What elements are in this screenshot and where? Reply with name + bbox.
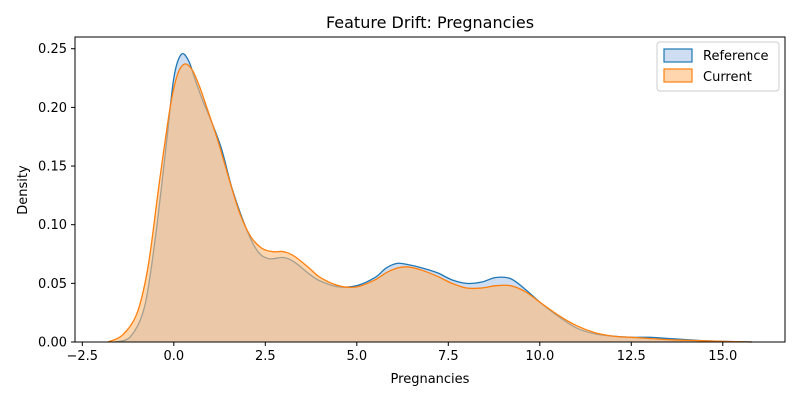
y-axis-label: Density [16,165,31,215]
y-tick-label: 0.00 [38,336,67,351]
y-tick-label: 0.20 [38,101,67,116]
x-ticks: −2.5 0.0 2.5 5.0 7.5 10.0 12.5 15.0 [67,342,737,364]
legend-label-current: Current [703,70,752,85]
series-area-current [107,63,753,342]
series-line-current [107,63,753,343]
x-tick-label: 0.0 [163,349,184,364]
legend-swatch-current [663,68,693,83]
y-tick-label: 0.15 [38,160,67,175]
x-tick-label: 15.0 [708,349,737,364]
series-layer [107,53,753,343]
x-tick-label: −2.5 [67,349,99,364]
y-tick-label: 0.10 [38,218,67,233]
x-tick-label: 7.5 [438,349,459,364]
legend-swatch-reference [663,48,693,63]
x-tick-label: 10.0 [525,349,554,364]
legend-label-reference: Reference [703,49,768,64]
y-tick-label: 0.25 [38,42,67,57]
x-axis-label: Pregnancies [391,372,470,387]
legend: Reference Current [656,41,780,92]
x-tick-label: 5.0 [346,349,367,364]
y-ticks: 0.00 0.05 0.10 0.15 0.20 0.25 [38,42,75,351]
y-tick-label: 0.05 [38,277,67,292]
x-tick-label: 2.5 [255,349,276,364]
x-tick-label: 12.5 [617,349,646,364]
plot-area-frame [74,36,786,343]
chart-title: Feature Drift: Pregnancies [326,13,534,32]
